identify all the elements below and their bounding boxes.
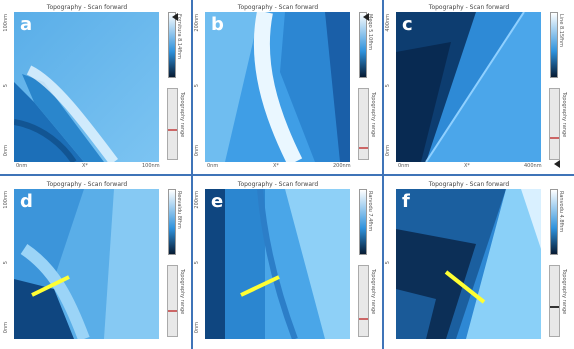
- y-axis-mid: 5: [194, 261, 200, 265]
- highlight-line: [444, 270, 486, 304]
- x-axis-mid: X*: [82, 163, 88, 169]
- color-scale-bar: [168, 12, 176, 78]
- y-axis-mid: 5: [194, 84, 200, 88]
- y-axis-min: 0nm: [194, 145, 200, 157]
- y-axis-min: 0nm: [3, 322, 9, 334]
- topography-image: [396, 189, 541, 339]
- panel-letter: a: [20, 14, 33, 35]
- panel-letter: b: [211, 14, 224, 35]
- slider-handle[interactable]: [168, 310, 177, 312]
- panel-f: Topography - Scan forward f 5 Ranvodu 4.…: [384, 177, 574, 349]
- color-scale-label: Line 8.15fhm: [558, 14, 564, 47]
- topography-image: [396, 12, 541, 162]
- panel-d: Topography - Scan forward d 100nm 5 0nm …: [2, 177, 192, 349]
- y-axis-mid: 5: [3, 261, 9, 265]
- topography-image: [14, 189, 159, 339]
- panel-c: Topography - Scan forward c 400nm 5 0nm …: [384, 0, 574, 172]
- y-axis-max: 100nm: [3, 14, 9, 32]
- slider-handle[interactable]: [168, 129, 177, 131]
- x-axis-mid: X*: [273, 163, 279, 169]
- panel-b: Topography - Scan forward b 200nm 5 0nm …: [193, 0, 383, 172]
- slider-label: Topography range: [561, 269, 567, 315]
- panel-title: Topography - Scan forward: [237, 4, 319, 11]
- y-axis-min: 0nm: [3, 145, 9, 157]
- panel-title: Topography - Scan forward: [237, 181, 319, 188]
- x-axis-max: 100nm: [142, 163, 160, 169]
- topography-range-slider[interactable]: [358, 88, 369, 160]
- topography-range-slider[interactable]: [549, 88, 560, 160]
- panel-letter: f: [402, 191, 410, 212]
- color-scale-bar: [168, 189, 176, 255]
- slider-label: Topography range: [370, 269, 376, 315]
- range-marker-icon[interactable]: [172, 13, 178, 21]
- topography-range-slider[interactable]: [358, 265, 369, 337]
- x-axis-min: 0nm: [398, 163, 410, 169]
- color-scale-bar: [359, 189, 367, 255]
- y-axis-max: 100nm: [3, 191, 9, 209]
- y-axis-min: 0nm: [194, 322, 200, 334]
- slider-handle[interactable]: [359, 318, 368, 320]
- highlight-line: [240, 275, 280, 297]
- color-scale-label: Fornitura 8.14fhm: [176, 14, 182, 60]
- panel-e: Topography - Scan forward e 200nm 5 0nm …: [193, 177, 383, 349]
- y-axis-mid: 5: [385, 261, 391, 265]
- x-axis-max: 200nm: [333, 163, 351, 169]
- color-scale-label: Ranvodu 4.8fhm: [558, 191, 564, 233]
- x-axis-min: 0nm: [16, 163, 28, 169]
- panel-title: Topography - Scan forward: [46, 4, 128, 11]
- topography-range-slider[interactable]: [549, 265, 560, 337]
- slider-handle[interactable]: [550, 137, 559, 139]
- panel-letter: e: [211, 191, 224, 212]
- color-scale-bar: [550, 189, 558, 255]
- panel-letter: d: [20, 191, 33, 212]
- y-axis-min: 0nm: [385, 145, 391, 157]
- topography-image: [205, 12, 350, 162]
- topography-range-slider[interactable]: [167, 88, 178, 160]
- slider-handle[interactable]: [359, 147, 368, 149]
- x-axis-max: 400nm: [524, 163, 542, 169]
- slider-label: Topography range: [179, 269, 185, 315]
- color-scale-label: Meqo 5.10fhm: [367, 14, 373, 51]
- color-scale-bar: [550, 12, 558, 78]
- panel-letter: c: [402, 14, 413, 35]
- y-axis-mid: 5: [385, 84, 391, 88]
- topography-range-slider[interactable]: [167, 265, 178, 337]
- color-scale-label: Reevaldu 8fhm: [176, 191, 182, 229]
- topography-image: [14, 12, 159, 162]
- x-axis-min: 0nm: [207, 163, 219, 169]
- y-axis-max: 200nm: [194, 14, 200, 32]
- color-scale-label: Rarvodu 7.4fhm: [367, 191, 373, 232]
- panel-a: Topography - Scan forward a 100nm 5 0nm …: [2, 0, 192, 172]
- slider-label: Topography range: [370, 92, 376, 138]
- slider-label: Topography range: [561, 92, 567, 138]
- y-axis-max: 400nm: [385, 14, 391, 32]
- highlight-line: [31, 275, 70, 297]
- slider-label: Topography range: [179, 92, 185, 138]
- topography-image: [205, 189, 350, 339]
- y-axis-mid: 5: [3, 84, 9, 88]
- range-marker-icon[interactable]: [363, 13, 369, 21]
- panel-title: Topography - Scan forward: [428, 181, 510, 188]
- y-axis-max: 200nm: [194, 191, 200, 209]
- color-scale-bar: [359, 12, 367, 78]
- range-marker-icon[interactable]: [554, 160, 560, 168]
- panel-title: Topography - Scan forward: [428, 4, 510, 11]
- row-divider: [0, 174, 574, 176]
- x-axis-mid: X*: [464, 163, 470, 169]
- slider-handle[interactable]: [550, 306, 559, 308]
- panel-title: Topography - Scan forward: [46, 181, 128, 188]
